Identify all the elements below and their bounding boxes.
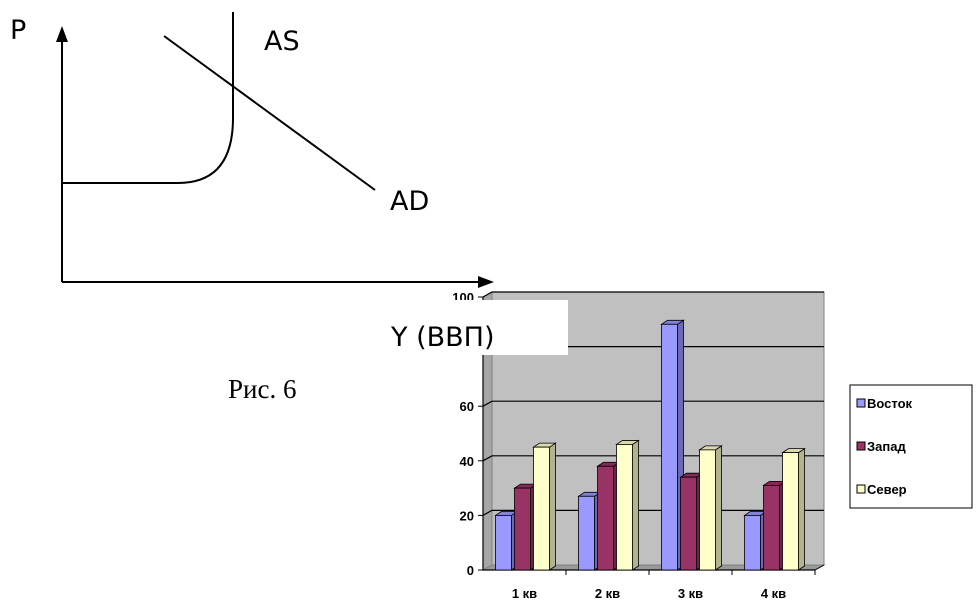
bar-front xyxy=(662,324,678,570)
x-tick-label: 3 кв xyxy=(678,586,703,601)
bar-side xyxy=(716,446,722,570)
legend-entry: Восток xyxy=(867,396,913,411)
bar-front xyxy=(598,466,614,570)
y-tick-label: 20 xyxy=(460,508,474,523)
bar-front xyxy=(496,515,512,570)
output-axis-arrow xyxy=(478,276,494,288)
x-tick-labels: 1 кв 2 кв 3 кв 4 кв xyxy=(512,570,815,601)
ad-curve xyxy=(164,36,375,190)
bar-front xyxy=(745,515,761,570)
price-axis-label: P xyxy=(10,15,26,46)
price-axis-arrow xyxy=(56,26,68,42)
chart-legend: Восток Запад Север xyxy=(850,385,972,508)
figure-caption: Рис. 6 xyxy=(228,374,296,404)
legend-entry: Запад xyxy=(867,439,906,454)
legend-swatch xyxy=(857,442,865,450)
bar xyxy=(534,443,556,570)
legend-swatch xyxy=(857,399,865,407)
bar xyxy=(783,449,805,570)
bar-front xyxy=(617,444,633,570)
bar-front xyxy=(515,488,531,570)
bar-side xyxy=(633,440,639,570)
x-tick-label: 4 кв xyxy=(761,586,786,601)
y-tick-label: 60 xyxy=(460,399,474,414)
ad-curve-label: AD xyxy=(390,186,429,217)
bar-side xyxy=(799,449,805,570)
bar-front xyxy=(700,450,716,570)
bar-front xyxy=(534,447,550,570)
x-tick-label: 1 кв xyxy=(512,586,537,601)
as-curve xyxy=(62,12,233,183)
x-tick-label: 2 кв xyxy=(595,586,620,601)
bar-front xyxy=(681,477,697,570)
bar-front xyxy=(783,453,799,570)
legend-swatch xyxy=(857,485,865,493)
output-axis-label: Y (ВВП) xyxy=(390,322,495,353)
as-ad-diagram: P AS AD xyxy=(10,12,494,288)
as-curve-label: AS xyxy=(264,26,300,57)
y-tick-label: 0 xyxy=(467,563,474,578)
bar xyxy=(617,440,639,570)
y-tick-label: 40 xyxy=(460,454,474,469)
bar xyxy=(700,446,722,570)
bar-front xyxy=(579,496,595,570)
legend-entry: Север xyxy=(867,482,907,497)
bar-side xyxy=(550,443,556,570)
bar-front xyxy=(764,485,780,570)
